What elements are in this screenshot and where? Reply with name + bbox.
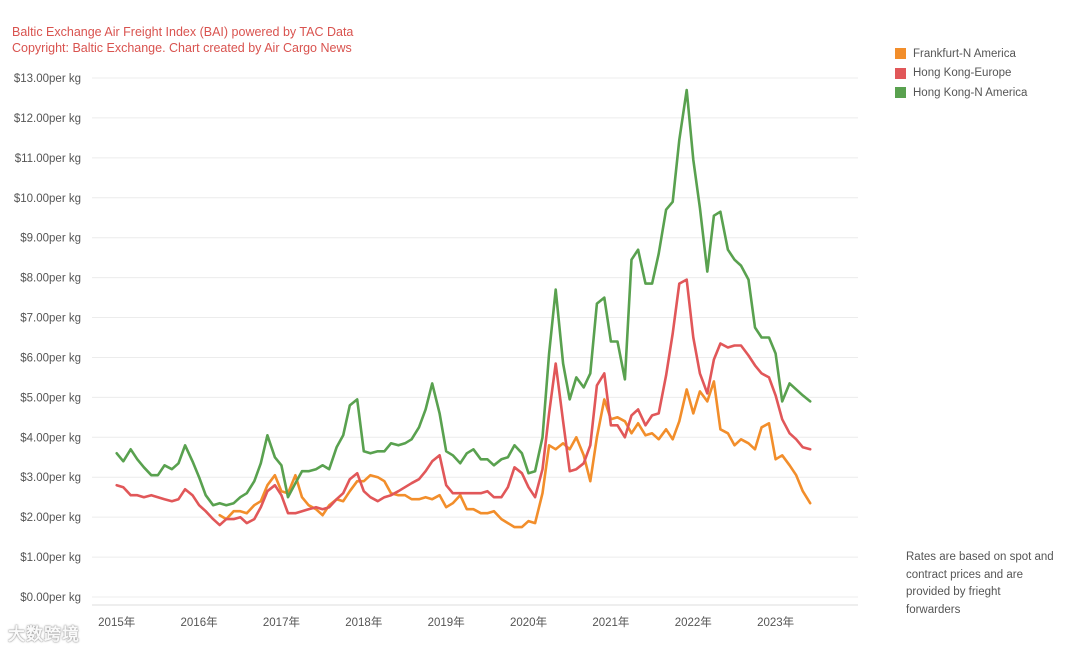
- y-tick-label: $10.00per kg: [14, 193, 81, 205]
- y-tick-label: $5.00per kg: [20, 392, 81, 404]
- legend-item[interactable]: Hong Kong-N America: [895, 83, 1027, 103]
- x-tick-label: 2015年: [98, 615, 135, 629]
- x-tick-label: 2016年: [181, 615, 218, 629]
- x-tick-label: 2020年: [510, 615, 547, 629]
- legend-swatch: [895, 67, 906, 79]
- y-tick-label: $3.00per kg: [20, 472, 81, 484]
- legend-swatch: [895, 48, 906, 60]
- y-tick-label: $12.00per kg: [14, 113, 81, 125]
- y-tick-label: $2.00per kg: [20, 512, 81, 524]
- series-line-hong-kong-n-america: [115, 88, 812, 507]
- chart-title-block: Baltic Exchange Air Freight Index (BAI) …: [12, 24, 353, 56]
- chart-title: Baltic Exchange Air Freight Index (BAI) …: [12, 25, 354, 39]
- y-tick-label: $6.00per kg: [20, 352, 81, 364]
- y-tick-label: $9.00per kg: [20, 233, 81, 245]
- legend-item[interactable]: Hong Kong-Europe: [895, 64, 1027, 84]
- series-line-frankfurt-n-america: [218, 380, 812, 529]
- legend-swatch: [895, 87, 906, 99]
- grid-lines: [92, 77, 858, 598]
- x-tick-label: 2021年: [592, 615, 629, 629]
- y-tick-label: $1.00per kg: [20, 552, 81, 564]
- legend-label: Frankfurt-N America: [913, 47, 1016, 60]
- legend-label: Hong Kong-N America: [913, 86, 1028, 99]
- legend-item[interactable]: Frankfurt-N America: [895, 44, 1027, 64]
- footnote: Rates are based on spot and contract pri…: [906, 551, 1054, 616]
- watermark: 大数跨境: [8, 625, 80, 644]
- x-tick-label: 2017年: [263, 615, 300, 629]
- series-lines: [115, 88, 812, 529]
- series-line-hong-kong-europe: [115, 278, 812, 527]
- y-tick-label: $0.00per kg: [20, 592, 81, 604]
- legend-label: Hong Kong-Europe: [913, 67, 1012, 80]
- y-tick-label: $4.00per kg: [20, 432, 81, 444]
- y-tick-label: $11.00per kg: [15, 153, 81, 165]
- x-tick-label: 2018年: [345, 615, 382, 629]
- x-axis: 2015年 2016年 2017年 2018年 2019年 2020年 2021年 2022年…: [92, 604, 858, 629]
- x-tick-label: 2019年: [428, 615, 465, 629]
- y-tick-label: $7.00per kg: [20, 313, 81, 325]
- y-tick-label: $13.00per kg: [14, 73, 81, 85]
- legend: Frankfurt-N America Hong Kong-Europe Hong …: [895, 44, 1027, 103]
- y-tick-label: $8.00per kg: [20, 273, 81, 285]
- y-axis: $0.00per kg $1.00per kg $2.00per kg $3.00pe…: [14, 73, 81, 604]
- x-tick-label: 2022年: [675, 615, 712, 629]
- chart-subtitle: Copyright: Baltic Exchange. Chart create…: [12, 41, 352, 55]
- x-tick-label: 2023年: [757, 615, 794, 629]
